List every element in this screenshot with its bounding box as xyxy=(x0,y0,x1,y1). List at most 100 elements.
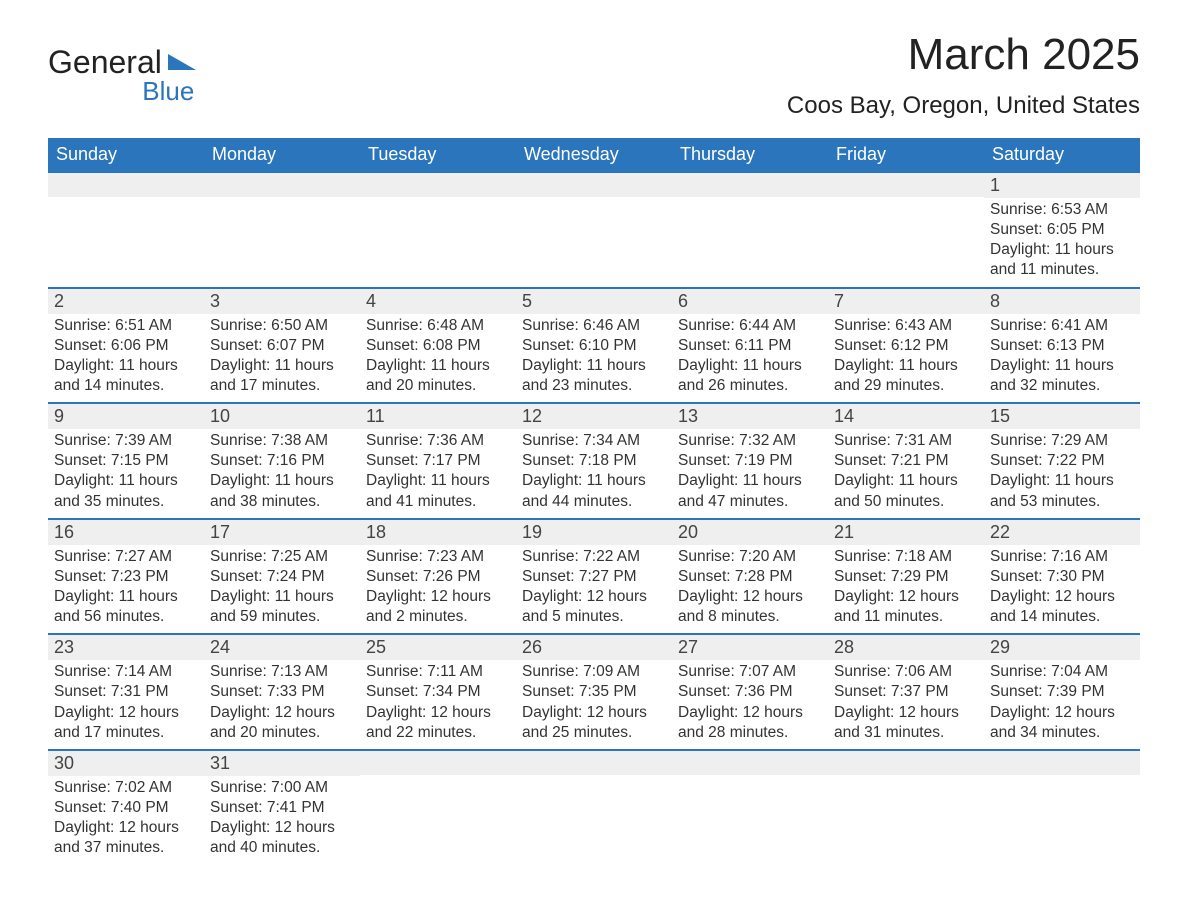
day-body xyxy=(828,775,984,783)
day-number: 29 xyxy=(984,635,1140,660)
day-body xyxy=(516,775,672,783)
day-number: 20 xyxy=(672,520,828,545)
day-number xyxy=(360,173,516,197)
day-cell xyxy=(672,751,828,865)
sunset-text: Sunset: 7:31 PM xyxy=(54,682,198,702)
day-cell: 2Sunrise: 6:51 AMSunset: 6:06 PMDaylight… xyxy=(48,289,204,403)
day-cell: 26Sunrise: 7:09 AMSunset: 7:35 PMDayligh… xyxy=(516,635,672,749)
day-number: 23 xyxy=(48,635,204,660)
day-body: Sunrise: 7:14 AMSunset: 7:31 PMDaylight:… xyxy=(48,660,204,749)
day-number: 25 xyxy=(360,635,516,660)
day-number: 4 xyxy=(360,289,516,314)
day-body: Sunrise: 6:44 AMSunset: 6:11 PMDaylight:… xyxy=(672,314,828,403)
daylight-text: Daylight: 11 hours and 29 minutes. xyxy=(834,356,978,396)
weekday-label: Tuesday xyxy=(360,138,516,171)
daylight-text: Daylight: 12 hours and 34 minutes. xyxy=(990,703,1134,743)
weekday-label: Wednesday xyxy=(516,138,672,171)
daylight-text: Daylight: 11 hours and 38 minutes. xyxy=(210,471,354,511)
day-body: Sunrise: 7:06 AMSunset: 7:37 PMDaylight:… xyxy=(828,660,984,749)
day-number xyxy=(516,751,672,775)
sunrise-text: Sunrise: 7:14 AM xyxy=(54,662,198,682)
sunrise-text: Sunrise: 7:13 AM xyxy=(210,662,354,682)
day-cell xyxy=(360,173,516,287)
day-number: 5 xyxy=(516,289,672,314)
day-number xyxy=(360,751,516,775)
day-number xyxy=(828,173,984,197)
day-cell: 20Sunrise: 7:20 AMSunset: 7:28 PMDayligh… xyxy=(672,520,828,634)
day-cell: 5Sunrise: 6:46 AMSunset: 6:10 PMDaylight… xyxy=(516,289,672,403)
day-body: Sunrise: 7:38 AMSunset: 7:16 PMDaylight:… xyxy=(204,429,360,518)
day-number: 6 xyxy=(672,289,828,314)
day-body xyxy=(672,197,828,205)
day-body: Sunrise: 7:11 AMSunset: 7:34 PMDaylight:… xyxy=(360,660,516,749)
day-number xyxy=(204,173,360,197)
day-cell: 13Sunrise: 7:32 AMSunset: 7:19 PMDayligh… xyxy=(672,404,828,518)
day-body: Sunrise: 7:16 AMSunset: 7:30 PMDaylight:… xyxy=(984,545,1140,634)
calendar: Sunday Monday Tuesday Wednesday Thursday… xyxy=(48,138,1140,864)
sunset-text: Sunset: 7:37 PM xyxy=(834,682,978,702)
day-body: Sunrise: 7:22 AMSunset: 7:27 PMDaylight:… xyxy=(516,545,672,634)
daylight-text: Daylight: 11 hours and 32 minutes. xyxy=(990,356,1134,396)
day-cell: 21Sunrise: 7:18 AMSunset: 7:29 PMDayligh… xyxy=(828,520,984,634)
sunrise-text: Sunrise: 6:46 AM xyxy=(522,316,666,336)
logo: General Blue xyxy=(48,50,196,105)
day-body: Sunrise: 7:13 AMSunset: 7:33 PMDaylight:… xyxy=(204,660,360,749)
daylight-text: Daylight: 11 hours and 11 minutes. xyxy=(990,240,1134,280)
day-number: 24 xyxy=(204,635,360,660)
weekday-label: Friday xyxy=(828,138,984,171)
day-cell: 16Sunrise: 7:27 AMSunset: 7:23 PMDayligh… xyxy=(48,520,204,634)
day-number: 18 xyxy=(360,520,516,545)
day-number: 10 xyxy=(204,404,360,429)
sunrise-text: Sunrise: 6:48 AM xyxy=(366,316,510,336)
sunset-text: Sunset: 7:15 PM xyxy=(54,451,198,471)
daylight-text: Daylight: 12 hours and 20 minutes. xyxy=(210,703,354,743)
day-cell: 29Sunrise: 7:04 AMSunset: 7:39 PMDayligh… xyxy=(984,635,1140,749)
sunrise-text: Sunrise: 6:41 AM xyxy=(990,316,1134,336)
sunset-text: Sunset: 7:23 PM xyxy=(54,567,198,587)
sunset-text: Sunset: 6:13 PM xyxy=(990,336,1134,356)
sunset-text: Sunset: 7:30 PM xyxy=(990,567,1134,587)
day-cell: 28Sunrise: 7:06 AMSunset: 7:37 PMDayligh… xyxy=(828,635,984,749)
sunset-text: Sunset: 6:10 PM xyxy=(522,336,666,356)
day-cell xyxy=(516,751,672,865)
sunrise-text: Sunrise: 7:31 AM xyxy=(834,431,978,451)
day-number: 8 xyxy=(984,289,1140,314)
daylight-text: Daylight: 12 hours and 31 minutes. xyxy=(834,703,978,743)
day-cell xyxy=(828,173,984,287)
day-number: 11 xyxy=(360,404,516,429)
day-cell: 27Sunrise: 7:07 AMSunset: 7:36 PMDayligh… xyxy=(672,635,828,749)
daylight-text: Daylight: 12 hours and 11 minutes. xyxy=(834,587,978,627)
sunset-text: Sunset: 7:34 PM xyxy=(366,682,510,702)
day-number: 21 xyxy=(828,520,984,545)
weekday-label: Thursday xyxy=(672,138,828,171)
sunset-text: Sunset: 7:17 PM xyxy=(366,451,510,471)
sunset-text: Sunset: 7:18 PM xyxy=(522,451,666,471)
sunset-text: Sunset: 6:07 PM xyxy=(210,336,354,356)
day-cell: 6Sunrise: 6:44 AMSunset: 6:11 PMDaylight… xyxy=(672,289,828,403)
day-number: 3 xyxy=(204,289,360,314)
daylight-text: Daylight: 11 hours and 35 minutes. xyxy=(54,471,198,511)
month-title: March 2025 xyxy=(787,30,1140,80)
day-number: 30 xyxy=(48,751,204,776)
weekday-label: Sunday xyxy=(48,138,204,171)
week-row: 1Sunrise: 6:53 AMSunset: 6:05 PMDaylight… xyxy=(48,171,1140,287)
day-cell xyxy=(828,751,984,865)
weekday-label: Saturday xyxy=(984,138,1140,171)
week-row: 23Sunrise: 7:14 AMSunset: 7:31 PMDayligh… xyxy=(48,633,1140,749)
day-number: 22 xyxy=(984,520,1140,545)
sunrise-text: Sunrise: 7:23 AM xyxy=(366,547,510,567)
day-number: 28 xyxy=(828,635,984,660)
week-row: 30Sunrise: 7:02 AMSunset: 7:40 PMDayligh… xyxy=(48,749,1140,865)
day-cell: 25Sunrise: 7:11 AMSunset: 7:34 PMDayligh… xyxy=(360,635,516,749)
day-number: 1 xyxy=(984,173,1140,198)
day-body xyxy=(672,775,828,783)
page-header: General Blue March 2025 Coos Bay, Oregon… xyxy=(48,30,1140,120)
sunrise-text: Sunrise: 7:18 AM xyxy=(834,547,978,567)
sunrise-text: Sunrise: 7:22 AM xyxy=(522,547,666,567)
daylight-text: Daylight: 12 hours and 17 minutes. xyxy=(54,703,198,743)
daylight-text: Daylight: 12 hours and 40 minutes. xyxy=(210,818,354,858)
day-cell xyxy=(360,751,516,865)
day-number xyxy=(48,173,204,197)
sunset-text: Sunset: 7:33 PM xyxy=(210,682,354,702)
day-number xyxy=(672,173,828,197)
